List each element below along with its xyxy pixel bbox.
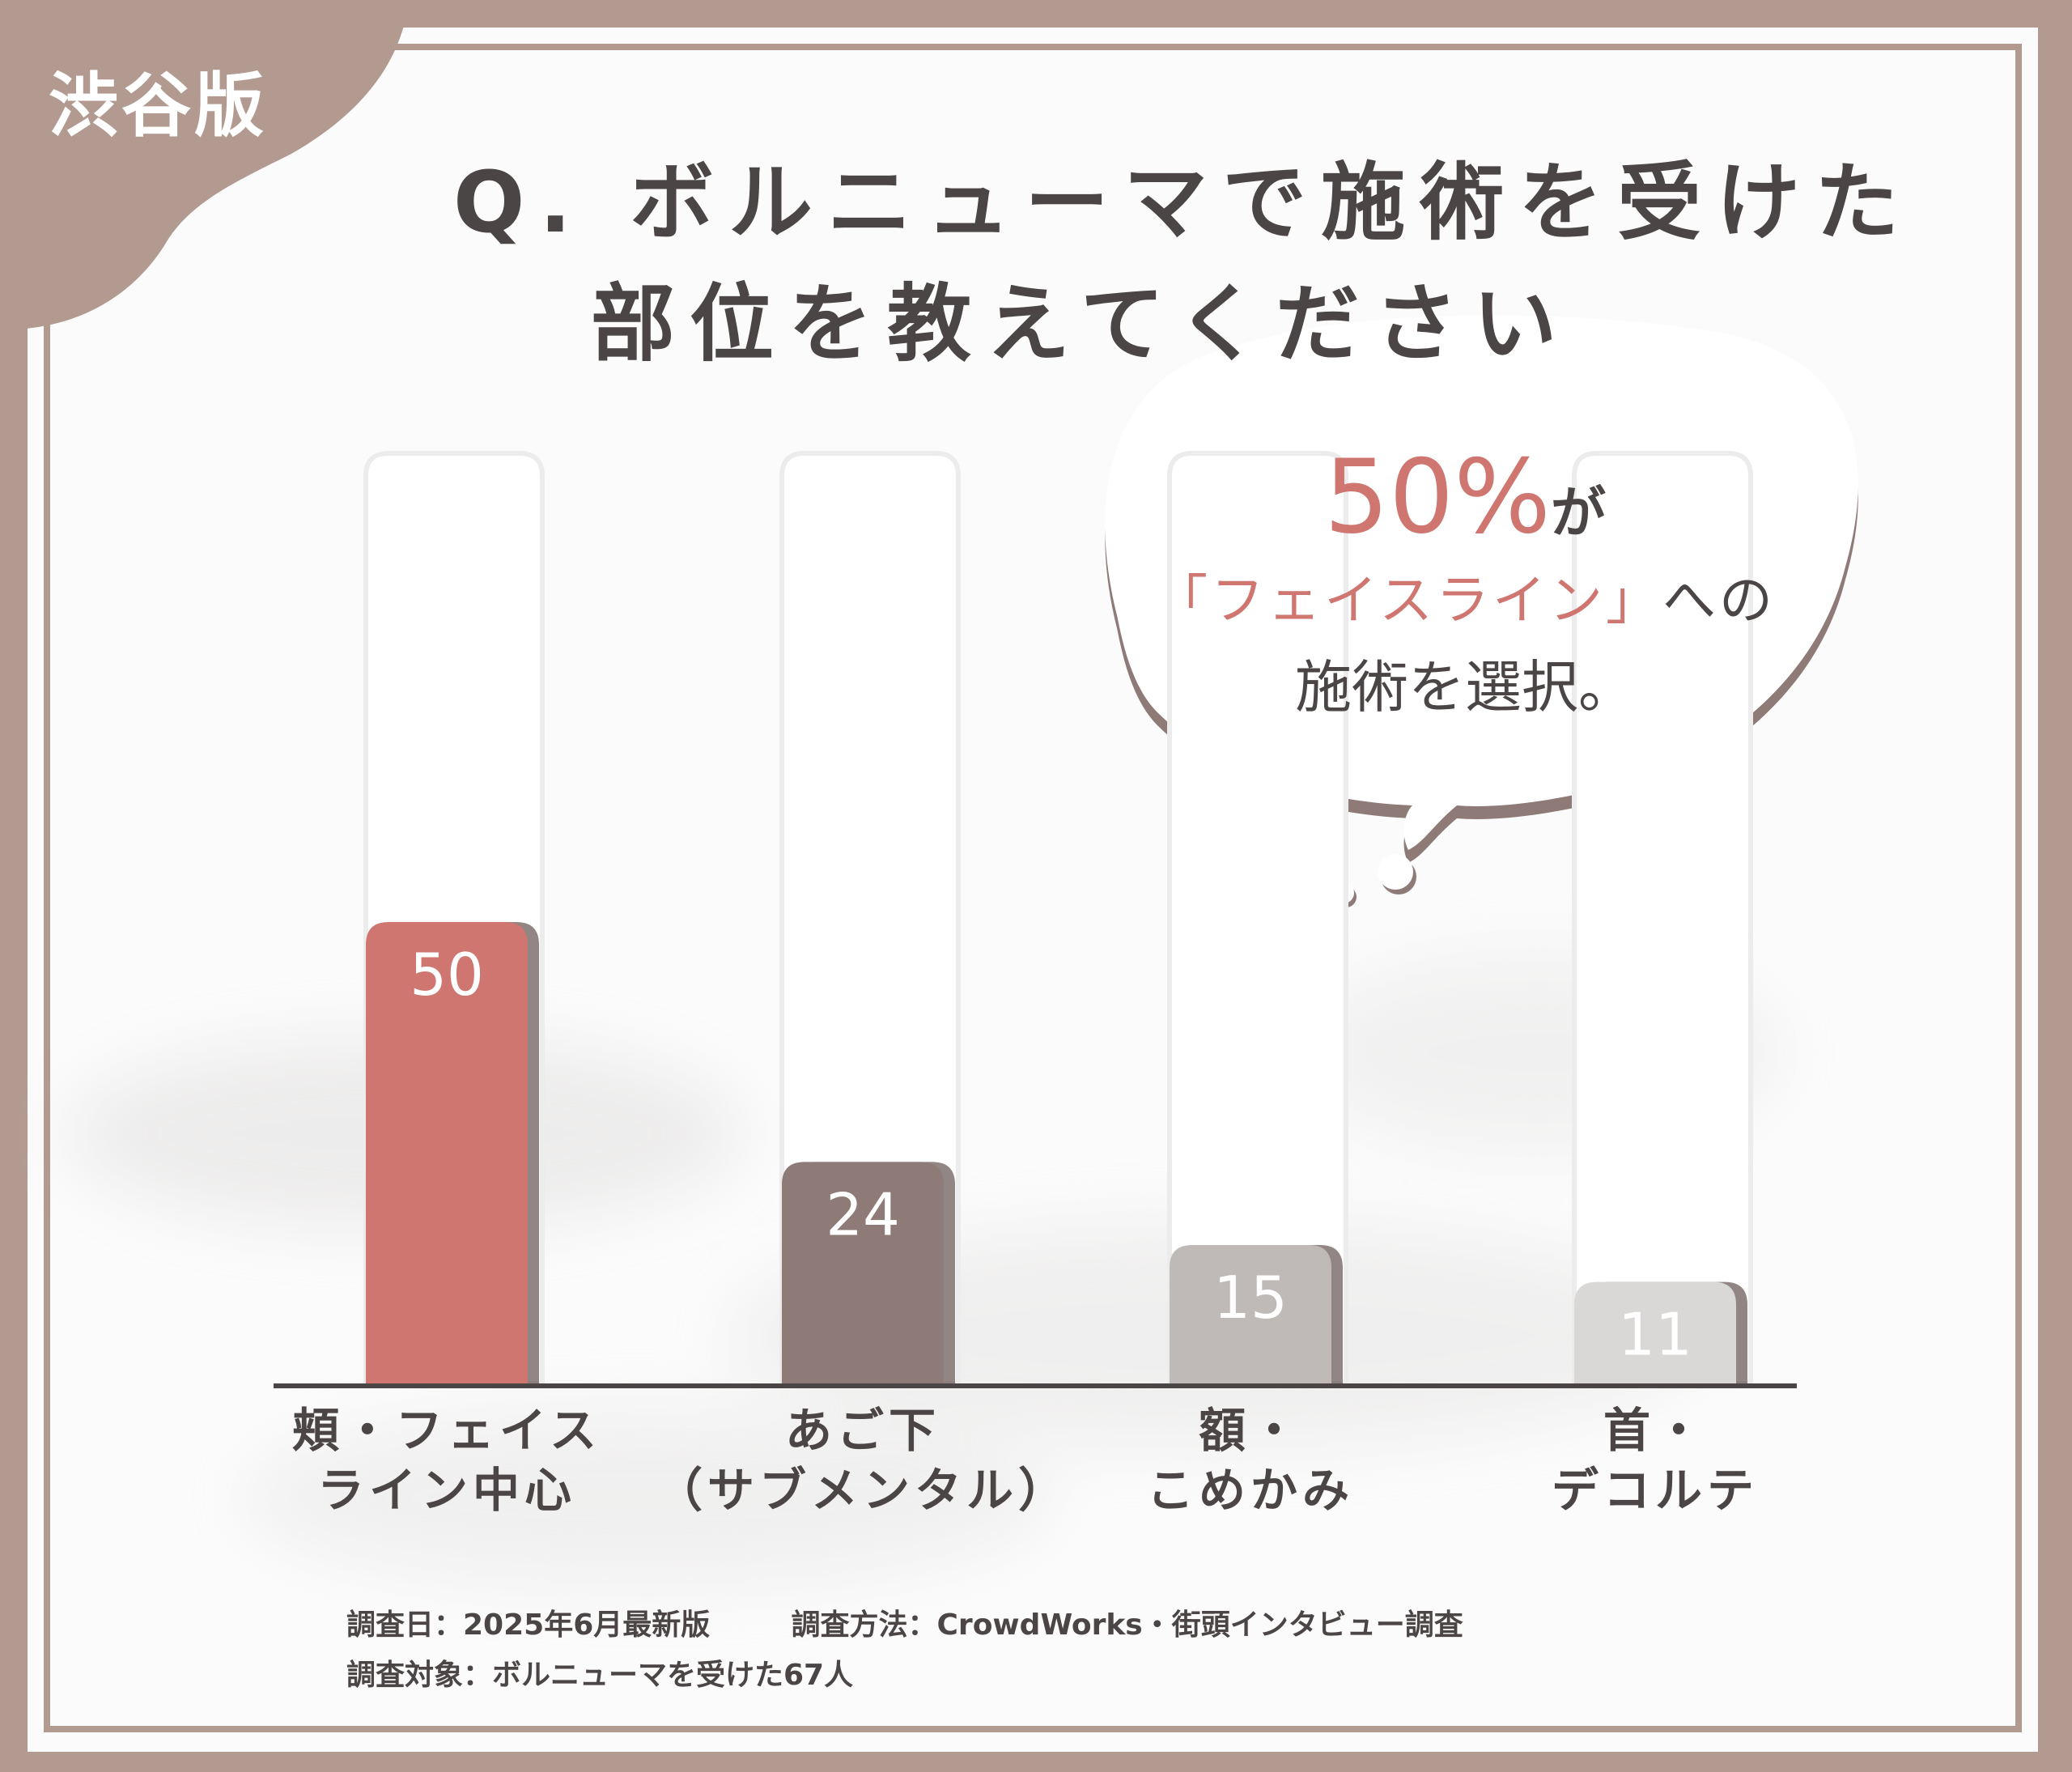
bar-track — [1572, 451, 1753, 1386]
footer-line-2: 調査対象：ボルニューマを受けた67人 — [346, 1651, 853, 1693]
bar-track — [1167, 451, 1348, 1386]
bar-tracks — [363, 451, 1753, 1386]
survey-date: 調査日：2025年6月最新版 — [346, 1608, 711, 1642]
category-label: 額・ こめかみ — [1040, 1400, 1461, 1520]
category-label-line: ライン中心 — [316, 1463, 576, 1518]
category-label-line: こめかみ — [1146, 1463, 1354, 1518]
inner-frame — [44, 44, 2022, 1732]
region-tag: 渋谷版 — [49, 66, 267, 147]
callout-highlight: 50% — [1323, 437, 1552, 556]
callout-line-1: 50%が — [1109, 437, 1821, 556]
corner-tag — [0, 0, 409, 332]
survey-method: 調査方法：CrowdWorks・街頭インタビュー調査 — [791, 1608, 1463, 1642]
category-label-line: （サブメンタル） — [655, 1463, 1070, 1518]
bar — [1170, 1245, 1331, 1383]
category-label: あご下 （サブメンタル） — [652, 1400, 1073, 1520]
title-line-2: 部位を教えてください — [591, 274, 1572, 373]
category-label: 首・ デコルテ — [1445, 1400, 1866, 1520]
callout-highlight-suffix: が — [1551, 482, 1607, 546]
category-label-line: デコルテ — [1551, 1463, 1759, 1518]
title-line-1: Q. ボルニューマで施術を受けた — [453, 153, 1914, 252]
callout-line2-highlight: 「フェイスライン」 — [1153, 569, 1663, 631]
bar — [1574, 1281, 1736, 1383]
bar-value-label: 24 — [826, 1180, 900, 1248]
category-label-line: 額・ — [1198, 1403, 1302, 1458]
bar — [782, 1162, 944, 1383]
bar-value-label: 15 — [1213, 1264, 1288, 1332]
category-label: 頬・フェイス ライン中心 — [236, 1400, 657, 1520]
callout-line-3: 施術を選択。 — [1295, 654, 1635, 720]
footer-line-1: 調査日：2025年6月最新版 調査方法：CrowdWorks・街頭インタビュー調… — [346, 1601, 1463, 1643]
category-label-line: あご下 — [784, 1403, 940, 1458]
bar-value-label: 50 — [410, 941, 484, 1009]
callout-line-2: 「フェイスライン」への — [1109, 557, 1821, 635]
bar-track — [779, 451, 961, 1386]
bar-value-label: 11 — [1618, 1301, 1692, 1369]
bars: 50 24 15 11 — [366, 922, 1747, 1383]
callout-line2-suffix: への — [1662, 569, 1777, 631]
bar — [366, 922, 528, 1383]
survey-target: 調査対象：ボルニューマを受けた67人 — [346, 1659, 854, 1692]
category-label-line: 頬・フェイス — [291, 1403, 602, 1458]
category-label-line: 首・ — [1603, 1403, 1707, 1458]
